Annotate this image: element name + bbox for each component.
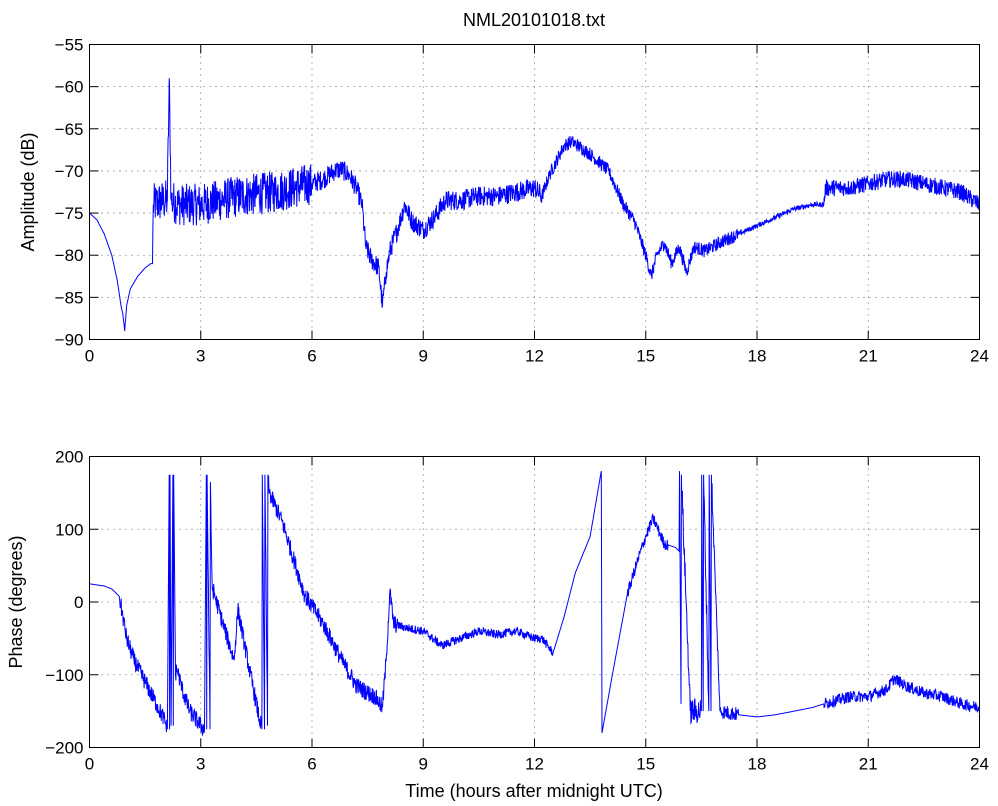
amplitude-ytick-label: −65 [55,120,84,139]
phase-ytick-label: −200 [45,739,83,758]
phase-ylabel: Phase (degrees) [6,535,26,668]
phase-xtick-label: 6 [307,755,316,774]
phase-xtick-label: 18 [748,755,767,774]
amplitude-ytick-label: −70 [55,162,84,181]
phase-xtick-label: 15 [636,755,655,774]
amplitude-ytick-label: −55 [55,36,84,55]
amplitude-ytick-label: −80 [55,246,84,265]
amplitude-series-line [89,78,980,332]
amplitude-ytick-label: −90 [55,331,84,350]
amplitude-xtick-label: 3 [196,347,205,366]
amplitude-xtick-label: 24 [970,347,989,366]
amplitude-xtick-label: 15 [636,347,655,366]
amplitude-xtick-label: 12 [525,347,544,366]
phase-xlabel: Time (hours after midnight UTC) [405,781,662,801]
phase-xtick-label: 3 [196,755,205,774]
phase-panel: 0 3 6 9 12 15 18 21 24 −200 −100 0 100 200 Phase (deg… [6,448,989,802]
amplitude-xtick-label: 21 [859,347,878,366]
phase-ytick-label: −100 [45,666,83,685]
amplitude-xtick-label: 0 [85,347,94,366]
amplitude-grid [89,44,980,340]
phase-grid [89,456,980,748]
amplitude-xtick-label: 18 [748,347,767,366]
phase-xtick-label: 9 [419,755,428,774]
amplitude-ytick-label: −60 [55,78,84,97]
amplitude-ytick-label: −85 [55,288,84,307]
amplitude-xtick-label: 9 [419,347,428,366]
phase-xtick-label: 12 [525,755,544,774]
amplitude-xtick-label: 6 [307,347,316,366]
phase-ytick-label: 0 [74,593,83,612]
phase-xtick-label: 24 [970,755,989,774]
phase-xtick-label: 0 [85,755,94,774]
phase-ticks: 0 3 6 9 12 15 18 21 24 −200 −100 0 100 200 [45,448,989,774]
phase-ytick-label: 200 [55,448,83,467]
amplitude-ticks: 0 3 6 9 12 15 18 21 24 −90 −85 −80 −75 −70 −65 −60 −55 [55,36,989,366]
amplitude-ytick-label: −75 [55,204,84,223]
phase-xtick-label: 21 [859,755,878,774]
amplitude-panel: 0 3 6 9 12 15 18 21 24 −90 −85 −80 −75 −70 −65 −60 −55 A… [18,36,989,366]
phase-series-line [89,470,980,737]
chart-title: NML20101018.txt [463,10,605,30]
amplitude-ylabel: Amplitude (dB) [18,132,38,251]
phase-ytick-label: 100 [55,520,83,539]
